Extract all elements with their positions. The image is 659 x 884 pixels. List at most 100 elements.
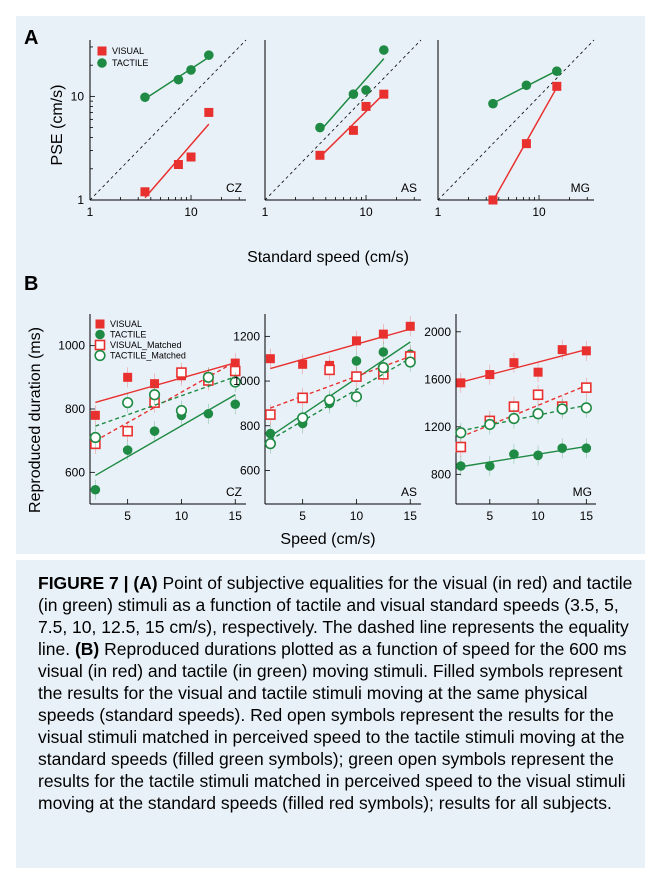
panel-a-legend-tactile-label: TACTILE [112,58,148,68]
panel-b-legend-label-2: VISUAL_Matched [110,340,182,350]
panel-b-cz-tactile-point [230,399,241,410]
panel-b-cz-visual-fit-line [95,362,236,404]
panel-a-mg-subject-label: MG [571,181,590,195]
panel-b-cz-tactile-point [122,445,133,455]
panel-b-letter: B [24,273,38,295]
panel-b-as-visual-matched-point [351,371,362,382]
panel-a-legend-visual-marker [97,46,107,56]
panel-b-as-y-tick-label: 1000 [233,374,260,388]
panel-b-as-visual-point [378,329,388,339]
panel-b-as-tactile-matched-fit-line [270,357,411,441]
panel-b-cz-y-tick-label: 600 [65,465,85,479]
panel-a-as-visual-fit-line [319,93,385,158]
caption-tag-b: (B) [74,639,100,659]
panel-b-cz-visual-matched-point [122,425,133,437]
panel-b-as-tactile-matched-point [404,356,416,368]
panel-a-legend-visual-label: VISUAL [112,46,144,56]
panel-b-cz-subject-label: CZ [226,485,242,499]
panel-b-mg-visual-matched-point [455,441,467,453]
panel-a-cz-tactile-point [173,74,184,85]
panel-b-legend-marker-3 [94,349,106,362]
figure-caption: FIGURE 7 | (A) Point of subjective equal… [38,572,638,814]
panel-b-as-tactile-matched-point [264,438,276,450]
panel-b-cz-x-tick-label: 5 [124,509,131,523]
panel-a-mg-visual-point [552,81,562,91]
panel-b-as-tactile-matched-point [297,412,309,424]
panel-b-mg-visual-point [533,367,543,377]
caption-label: FIGURE 7 | [38,573,129,593]
panel-b-cz-visual-point [90,410,100,420]
panel-b-as-subject-label: AS [401,485,417,499]
panel-b-cz-tactile-matched-point [148,389,161,401]
panel-b-as-visual-matched-fit-line [270,355,411,409]
panel-b-mg-tactile-point [456,461,466,471]
panel-b-as-x-tick-label: 15 [404,509,418,523]
panel-b-mg-subject-label: MG [573,485,592,499]
panel-b-as-tactile-matched-point [350,391,363,403]
panel-b-mg-visual-fit-line [460,348,587,383]
panel-b-as-tactile-matched-point [377,362,389,374]
panel-b-as-tactile-point [265,428,276,439]
panel-a-cz-subject-label: CZ [226,181,242,195]
panel-b-cz-tactile-point [90,484,101,495]
panel-a-cz-x-tick-label: 10 [184,205,198,219]
panel-b-mg-tactile-fit-line [460,445,587,468]
panel-b-cz-tactile-matched-point [229,376,241,388]
panel-b-cz-visual-point [123,372,133,382]
panel-b-cz-visual-point [150,379,160,389]
panel-a-cz-tactile-point [186,65,196,75]
panel-b-as-visual-matched-point [324,364,335,376]
panel-b-legend-label-0: VISUAL [110,319,142,329]
panel-b-as-x-tick-label: 5 [299,509,306,523]
panel-a-y-tick-label: 10 [71,89,85,103]
caption-tag-a: (A) [133,573,158,593]
panel-b-cz-x-tick-label: 15 [229,509,243,523]
panel-b-mg-y-tick-label: 2000 [424,325,451,339]
plot-background [16,16,645,554]
panel-b-as-x-tick-label: 10 [350,509,364,523]
panel-b-mg-tactile-matched-point [580,402,592,414]
caption-text-a: Point of subjective equalities for the v… [38,573,633,659]
panel-a-as-visual-point [315,150,325,160]
panel-a-as-visual-point [348,125,358,135]
panel-b-mg-x-tick-label: 5 [486,509,493,523]
panel-b-as-tactile-point [378,347,389,357]
panel-a-mg-tactile-point [552,66,562,76]
panel-b-mg-y-tick-label: 1200 [424,420,451,434]
panel-a-mg-tactile-point [488,98,498,109]
panel-b-cz-tactile-matched-fit-line [95,376,236,427]
panel-b-mg-tactile-point [484,461,495,471]
panel-a-cz-tactile-point [140,92,150,103]
panel-a-as-tactile-point [315,122,325,133]
panel-b-cz-tactile-point [149,426,160,436]
panel-a-cz-visual-point [140,187,150,197]
panel-b-mg-tactile-matched-point [508,412,520,425]
panel-b-mg-visual-point [557,345,567,355]
panel-b-mg-tactile-matched-point [556,403,568,415]
panel-a-letter: A [24,27,38,49]
panel-b-as-visual-fit-line [270,328,411,370]
panel-b-cz-visual-matched-point [229,365,241,377]
caption-background: FIGURE 7 | (A) Point of subjective equal… [16,560,645,868]
panel-a-mg-equality-line [437,39,595,201]
panel-a-mg-visual-point [488,195,498,205]
panel-b-xlabel: Speed (cm/s) [280,531,375,548]
panel-a-as-visual-point [379,89,389,99]
figure-svg: A B PSE (cm/s) Standard speed (cm/s) Rep… [24,27,596,548]
panel-b-as-tactile-matched-point [323,394,336,406]
panel-b-as-visual-matched-point [297,392,308,404]
panel-b-as-visual-point [351,336,361,346]
panel-b-mg-visual-matched-fit-line [460,384,587,438]
panel-b-mg-tactile-point [533,450,543,461]
panel-b-cz-x-tick-label: 10 [175,509,189,523]
panel-b-cz-visual-matched-fit-line [95,361,236,442]
panel-a-as-tactile-point [361,85,371,95]
panel-b-as-tactile-point [351,356,362,366]
panel-b-legend-label-3: TACTILE_Matched [110,351,186,361]
panel-b-mg-visual-matched-point [532,389,544,401]
panel-a-as-subject-label: AS [401,181,417,195]
panel-b-mg-visual-point [509,358,519,368]
panel-b-mg-y-tick-label: 1600 [424,372,451,386]
